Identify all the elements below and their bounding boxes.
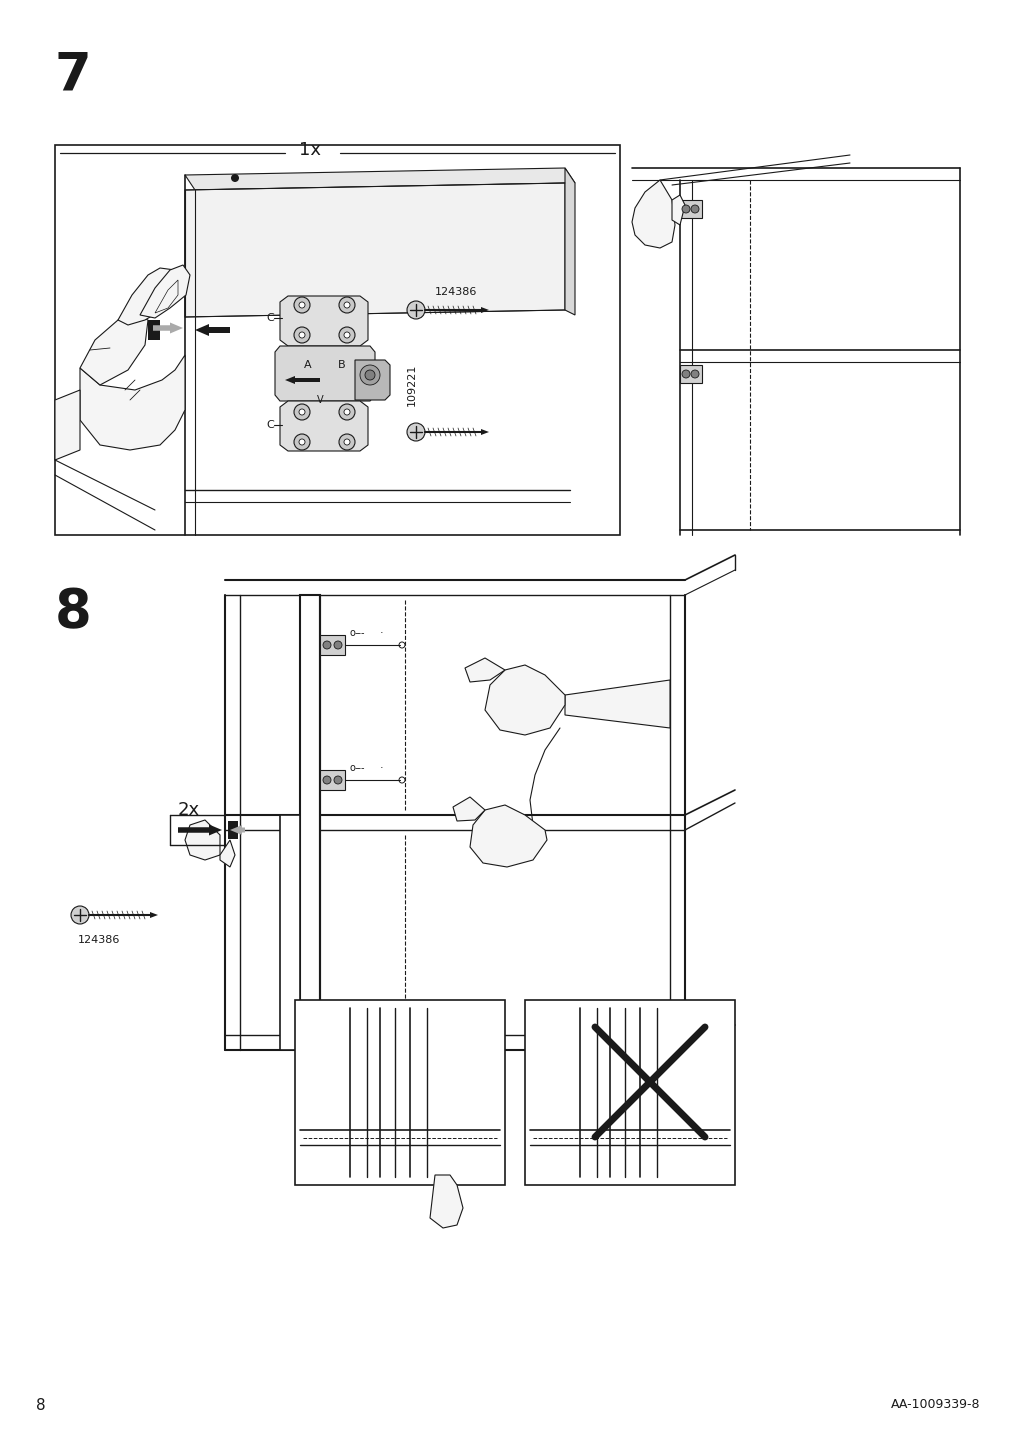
Circle shape: [339, 326, 355, 344]
Circle shape: [681, 369, 690, 378]
FancyArrow shape: [229, 825, 245, 835]
Text: ·: ·: [379, 763, 383, 773]
Text: B: B: [338, 359, 346, 369]
Circle shape: [344, 332, 350, 338]
Circle shape: [294, 434, 309, 450]
Polygon shape: [430, 1176, 463, 1229]
Bar: [525, 1000, 734, 1186]
Text: o: o: [350, 629, 356, 639]
Circle shape: [71, 906, 89, 924]
Polygon shape: [280, 401, 368, 451]
Circle shape: [334, 776, 342, 783]
Polygon shape: [564, 168, 574, 315]
Bar: [227, 821, 238, 839]
Polygon shape: [118, 268, 185, 325]
FancyArrow shape: [153, 322, 183, 334]
Polygon shape: [355, 359, 389, 400]
Circle shape: [365, 369, 375, 379]
Circle shape: [298, 410, 304, 415]
Polygon shape: [632, 180, 674, 248]
Bar: [148, 319, 160, 339]
Text: AA-1009339-8: AA-1009339-8: [890, 1399, 979, 1412]
FancyArrow shape: [178, 825, 221, 835]
Polygon shape: [55, 390, 80, 460]
Bar: [55, 145, 620, 536]
Polygon shape: [275, 347, 375, 401]
Circle shape: [344, 410, 350, 415]
Polygon shape: [185, 168, 574, 190]
Polygon shape: [564, 680, 669, 727]
Circle shape: [339, 404, 355, 420]
Circle shape: [691, 205, 699, 213]
Circle shape: [298, 302, 304, 308]
Circle shape: [323, 642, 331, 649]
Polygon shape: [185, 821, 219, 861]
Polygon shape: [155, 281, 178, 314]
FancyArrow shape: [285, 377, 319, 384]
Bar: [679, 200, 702, 218]
Text: A: A: [304, 359, 311, 369]
Text: 8: 8: [55, 586, 92, 639]
Circle shape: [406, 301, 425, 319]
Text: 7: 7: [55, 49, 92, 102]
Polygon shape: [219, 841, 235, 866]
Circle shape: [344, 440, 350, 445]
Text: 124386: 124386: [435, 286, 477, 296]
Circle shape: [298, 440, 304, 445]
Polygon shape: [453, 798, 484, 821]
Circle shape: [339, 296, 355, 314]
Polygon shape: [480, 430, 488, 435]
Polygon shape: [150, 912, 158, 918]
Text: 2x: 2x: [178, 800, 200, 819]
Circle shape: [294, 326, 309, 344]
Polygon shape: [185, 183, 564, 316]
Circle shape: [339, 434, 355, 450]
Circle shape: [334, 642, 342, 649]
Polygon shape: [464, 657, 504, 682]
Circle shape: [344, 302, 350, 308]
Text: 124386: 124386: [78, 935, 120, 945]
Polygon shape: [480, 306, 488, 314]
Text: ---: ---: [355, 629, 365, 639]
Text: 8: 8: [36, 1398, 45, 1412]
Text: 109221: 109221: [406, 364, 417, 407]
Polygon shape: [469, 805, 547, 866]
Text: V: V: [316, 395, 323, 405]
Bar: [295, 1000, 504, 1186]
Bar: [319, 770, 345, 790]
Polygon shape: [671, 195, 684, 225]
Bar: [679, 365, 702, 382]
Circle shape: [298, 332, 304, 338]
Text: ---: ---: [355, 763, 365, 773]
Text: C: C: [266, 420, 274, 430]
Polygon shape: [140, 265, 190, 318]
Circle shape: [323, 776, 331, 783]
Polygon shape: [484, 664, 564, 735]
Polygon shape: [280, 296, 368, 347]
Circle shape: [294, 296, 309, 314]
Circle shape: [681, 205, 690, 213]
Circle shape: [294, 404, 309, 420]
FancyArrow shape: [195, 324, 229, 337]
Text: 1x: 1x: [298, 140, 320, 159]
Polygon shape: [80, 355, 185, 450]
Text: o: o: [350, 763, 356, 773]
Bar: [319, 634, 345, 654]
Circle shape: [691, 369, 699, 378]
Bar: [280, 815, 299, 1050]
Text: ·: ·: [379, 629, 383, 639]
Bar: [299, 596, 319, 1050]
Text: C: C: [266, 314, 274, 324]
Circle shape: [360, 365, 379, 385]
Circle shape: [406, 422, 425, 441]
Circle shape: [231, 175, 239, 182]
Polygon shape: [80, 315, 148, 385]
